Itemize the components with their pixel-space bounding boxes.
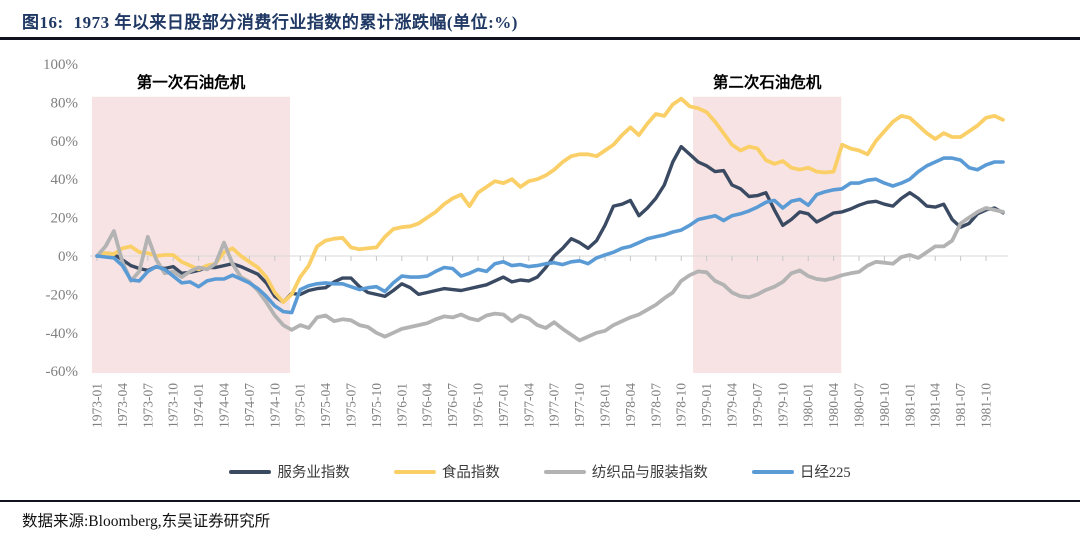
legend-label-service-index: 服务业指数	[277, 465, 350, 481]
legend-item-service-index: 服务业指数	[229, 461, 350, 482]
y-axis-label: 20%	[51, 211, 79, 227]
oil-crisis-label-1: 第一次石油危机	[137, 73, 246, 92]
figure-number: 图16:	[22, 13, 64, 32]
legend-swatch-textile-apparel-index	[543, 469, 586, 474]
y-axis-label: 0%	[58, 249, 78, 265]
x-axis-label: 1973-04	[115, 383, 130, 428]
x-axis-label: 1980-01	[801, 383, 816, 428]
x-axis-label: 1981-04	[928, 383, 943, 428]
series-line-nikkei-225	[95, 156, 1005, 315]
legend-swatch-nikkei-225	[751, 469, 794, 474]
y-axis-label: 60%	[51, 134, 79, 150]
x-axis-label: 1973-07	[140, 383, 155, 428]
legend-swatch-service-index	[229, 469, 272, 474]
x-axis-label: 1976-04	[420, 383, 435, 428]
x-axis-label: 1978-04	[623, 383, 638, 428]
data-source: 数据来源:Bloomberg,东吴证券研究所	[22, 513, 271, 530]
x-axis-label: 1980-07	[852, 383, 867, 428]
y-axis-label: 40%	[51, 172, 79, 188]
legend-label-food-index: 食品指数	[441, 465, 500, 481]
figure-title-text: 1973 年以来日股部分消费行业指数的累计涨跌幅(单位:%)	[73, 13, 518, 32]
x-axis-label: 1980-04	[826, 383, 841, 428]
x-axis-label: 1975-04	[318, 383, 333, 428]
x-axis-label: 1973-01	[90, 383, 105, 428]
x-axis-label: 1976-10	[471, 383, 486, 428]
x-axis-label: 1975-07	[344, 383, 359, 428]
x-axis-label: 1975-10	[369, 383, 384, 428]
x-axis-label: 1978-10	[674, 383, 689, 428]
x-axis-label: 1977-07	[547, 383, 562, 428]
oil-crisis-label-2: 第二次石油危机	[713, 73, 822, 92]
x-axis-label: 1981-01	[902, 383, 917, 428]
legend-swatch-food-index	[393, 469, 436, 474]
x-axis-label: 1979-04	[725, 383, 740, 428]
x-axis-label: 1974-10	[267, 383, 282, 428]
oil-crisis-band-2	[693, 96, 842, 374]
y-axis-label: -40%	[46, 326, 79, 342]
y-axis-label: 80%	[51, 95, 79, 111]
oil-crisis-band-1	[91, 96, 291, 374]
x-axis-label: 1978-01	[598, 383, 613, 428]
x-axis-label: 1977-04	[521, 383, 536, 428]
x-axis-label: 1977-10	[572, 383, 587, 428]
bottom-divider	[0, 500, 1080, 502]
legend-item-nikkei-225: 日经225	[751, 461, 851, 482]
x-axis-label: 1979-10	[775, 383, 790, 428]
x-axis-label: 1976-01	[394, 383, 409, 428]
x-axis-label: 1979-01	[699, 383, 714, 428]
x-axis-label: 1975-01	[293, 383, 308, 428]
x-axis-label: 1974-07	[242, 383, 257, 428]
legend-label-nikkei-225: 日经225	[799, 465, 851, 481]
x-axis-label: 1981-07	[953, 383, 968, 428]
legend-item-textile-apparel-index: 纺织品与服装指数	[543, 461, 708, 482]
y-axis-label: -20%	[46, 287, 79, 303]
series-line-food-index	[95, 96, 1005, 305]
x-axis-label: 1976-07	[445, 383, 460, 428]
x-axis-label: 1978-07	[648, 383, 663, 428]
legend-label-textile-apparel-index: 纺织品与服装指数	[591, 465, 708, 481]
top-divider	[0, 37, 1080, 40]
figure-title: 图16: 1973 年以来日股部分消费行业指数的累计涨跌幅(单位:%)	[22, 8, 518, 33]
chart-legend: 服务业指数 食品指数 纺织品与服装指数 日经225	[0, 461, 1080, 482]
x-axis-label: 1974-04	[217, 383, 232, 428]
line-chart: 第一次石油危机 第二次石油危机 100% 80% 60% 40% 20% 0% -20% -40%…	[43, 57, 1008, 428]
legend-item-food-index: 食品指数	[393, 461, 500, 482]
x-axis-label: 1977-01	[496, 383, 511, 428]
y-axis-label: 100%	[43, 57, 78, 73]
x-axis-label: 1981-10	[979, 383, 994, 428]
x-axis-label: 1980-10	[877, 383, 892, 428]
x-axis-label: 1974-01	[191, 383, 206, 428]
x-axis-label: 1973-10	[166, 383, 181, 428]
x-axis-label: 1979-07	[750, 383, 765, 428]
y-axis-label: -60%	[46, 364, 79, 380]
